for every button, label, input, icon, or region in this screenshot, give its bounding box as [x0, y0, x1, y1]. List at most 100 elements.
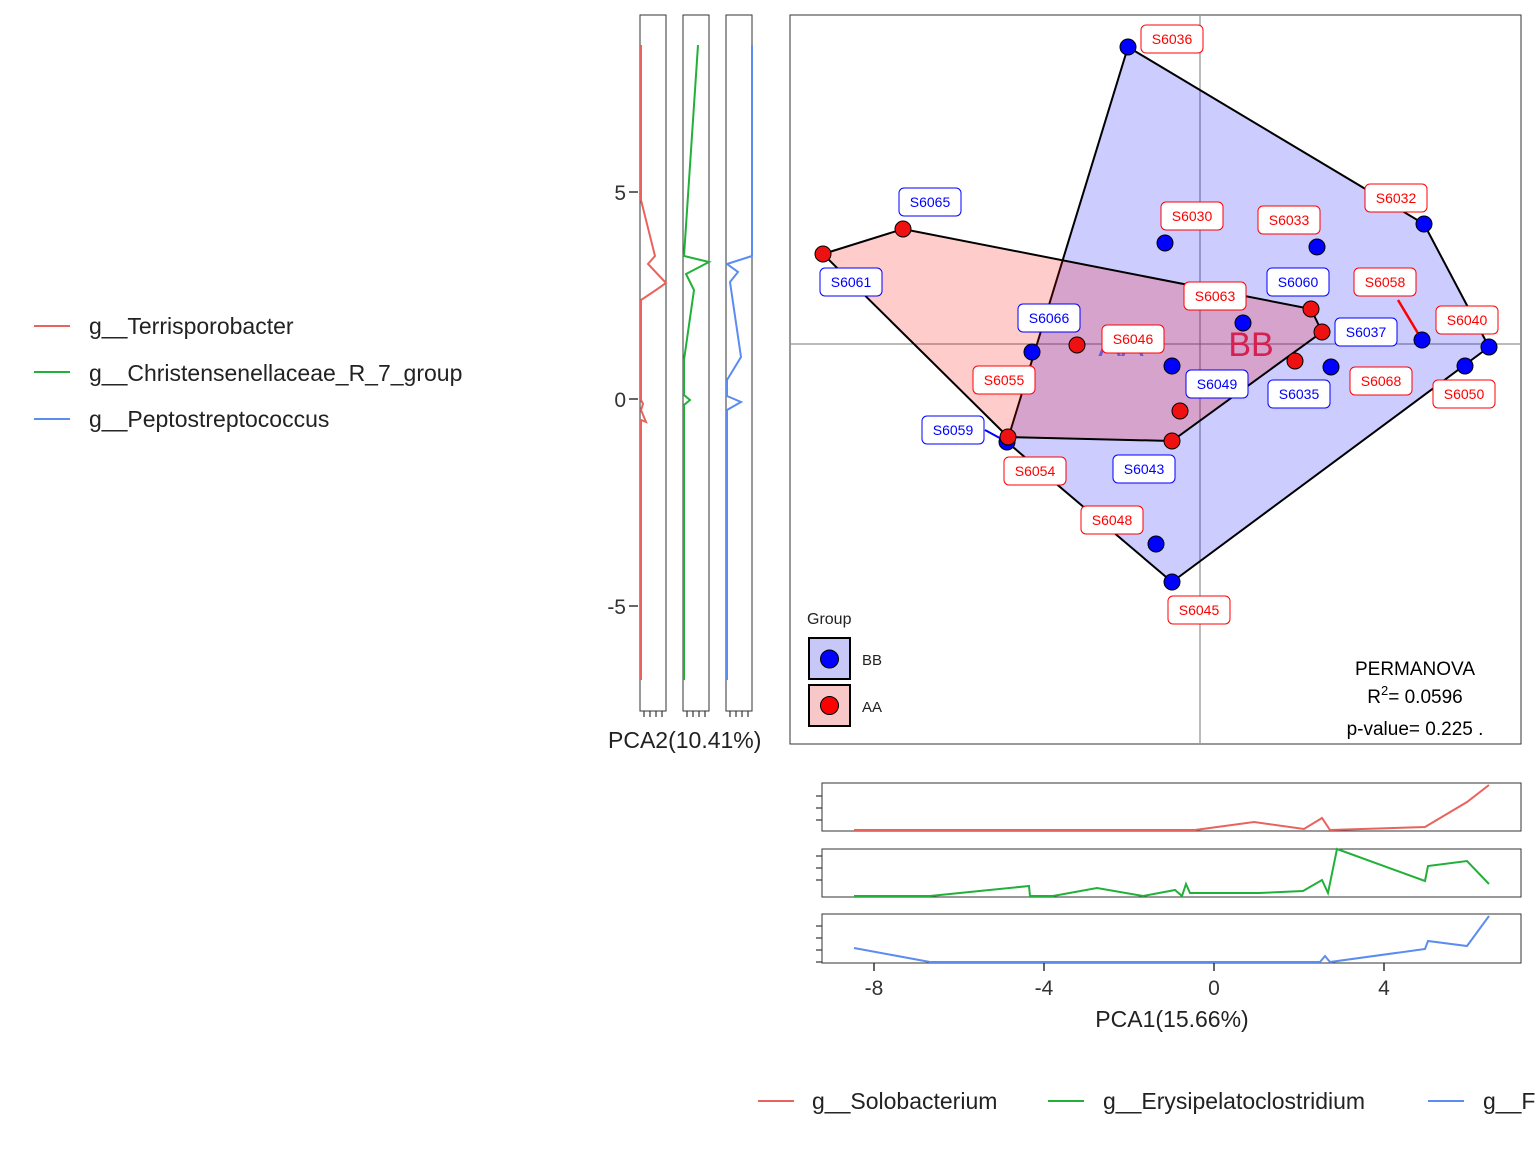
permanova-r2: R2= 0.0596 [1367, 683, 1462, 708]
point-aa-s6049 [1171, 402, 1189, 420]
point-bb-s6032 [1415, 215, 1433, 233]
svg-text:S6045: S6045 [1179, 602, 1220, 618]
point-bb-s6058 [1413, 331, 1431, 349]
label-s6043: S6043 [1112, 454, 1176, 484]
x-axis-ticks: -8 -4 0 4 [865, 963, 1390, 1000]
side-panel-peptostreptococcus [724, 14, 753, 717]
bottom-legend: g__Solobacterium g__Erysipelatoclostridi… [758, 1088, 1535, 1114]
bottom-legend-label-1: g__Solobacterium [812, 1088, 997, 1114]
label-s6055: S6055 [972, 365, 1036, 395]
label-s6050: S6050 [1432, 379, 1496, 409]
svg-text:S6068: S6068 [1361, 373, 1402, 389]
point-labels: S6036 S6065 S6030 S6033 S6032 S6061 S606… [819, 24, 1499, 625]
label-s6061: S6061 [819, 267, 883, 297]
point-bb-s6063 [1234, 314, 1252, 332]
permanova-pvalue: p-value= 0.225 . [1347, 719, 1484, 740]
svg-text:S6049: S6049 [1197, 376, 1238, 392]
point-bb-s6048 [1147, 535, 1165, 553]
y-axis-title: PCA2(10.41%) [608, 727, 761, 753]
point-bb-s6033 [1308, 238, 1326, 256]
x-tick-label-minus4: -4 [1035, 977, 1054, 1000]
label-s6049: S6049 [1185, 369, 1249, 399]
label-s6037: S6037 [1334, 317, 1398, 347]
label-s6036: S6036 [1140, 24, 1204, 54]
point-aa-s6065 [894, 220, 912, 238]
svg-text:S6035: S6035 [1279, 386, 1320, 402]
point-aa-s6061 [814, 245, 832, 263]
svg-text:S6048: S6048 [1092, 512, 1133, 528]
point-aa-s6063 [1302, 300, 1320, 318]
centroid-label-bb: BB [1228, 326, 1273, 364]
permanova-title: PERMANOVA [1355, 659, 1475, 680]
main-plot: AA BB [789, 14, 1522, 745]
ylabel-clip [768, 720, 790, 760]
bottom-legend-label-2: g__Erysipelatoclostridium [1103, 1088, 1365, 1114]
group-legend: Group BB AA [807, 611, 882, 727]
label-s6032: S6032 [1364, 183, 1428, 213]
side-panel-terrisporobacter [639, 14, 668, 717]
svg-text:S6043: S6043 [1124, 461, 1165, 477]
bottom-panel-solobacterium [816, 782, 1522, 832]
svg-text:S6059: S6059 [933, 422, 974, 438]
point-aa-s6048 [1286, 352, 1304, 370]
left-legend-label-2: g__Christensenellaceae_R_7_group [89, 360, 462, 386]
point-bb-s6030 [1156, 234, 1174, 252]
label-s6035: S6035 [1267, 379, 1331, 409]
y-tick-label-5: 5 [614, 182, 626, 205]
label-s6048: S6048 [1080, 505, 1144, 535]
svg-text:S6050: S6050 [1444, 386, 1485, 402]
svg-text:S6063: S6063 [1195, 288, 1236, 304]
label-s6030: S6030 [1160, 201, 1224, 231]
left-legend: g__Terrisporobacter g__Christensenellace… [34, 313, 462, 432]
label-s6059: S6059 [921, 415, 985, 445]
svg-text:S6055: S6055 [984, 372, 1025, 388]
svg-text:S6032: S6032 [1376, 190, 1417, 206]
side-panel-christensenellaceae [682, 14, 712, 717]
point-bb-s6066 [1023, 343, 1041, 361]
point-bb-s6040 [1480, 338, 1498, 356]
svg-text:S6040: S6040 [1447, 312, 1488, 328]
points-bb [998, 38, 1498, 591]
point-aa-s6046 [1068, 336, 1086, 354]
y-axis-ticks: 5 0 -5 [607, 182, 638, 619]
label-s6063: S6063 [1183, 281, 1247, 311]
left-legend-label-1: g__Terrisporobacter [89, 313, 294, 339]
bottom-panel-erysipelatoclostridium [816, 847, 1522, 898]
point-bb-s6045 [1163, 573, 1181, 591]
y-tick-label-0: 0 [614, 389, 626, 412]
label-s6060: S6060 [1266, 267, 1330, 297]
y-tick-label-minus5: -5 [607, 596, 626, 619]
points-aa [814, 220, 1331, 450]
svg-text:S6060: S6060 [1278, 274, 1319, 290]
x-tick-label-0: 0 [1208, 977, 1220, 1000]
point-aa-s6068 [1313, 323, 1331, 341]
svg-text:S6058: S6058 [1365, 274, 1406, 290]
label-s6054: S6054 [1003, 456, 1067, 486]
point-bb-s6036 [1119, 38, 1137, 56]
label-s6045: S6045 [1167, 595, 1231, 625]
label-s6068: S6068 [1349, 366, 1413, 396]
point-aa-s6054 [999, 428, 1017, 446]
svg-text:S6065: S6065 [910, 194, 951, 210]
group-legend-label-aa: AA [862, 699, 882, 716]
label-s6040: S6040 [1435, 305, 1499, 335]
svg-text:S6030: S6030 [1172, 208, 1213, 224]
svg-text:S6054: S6054 [1015, 463, 1056, 479]
label-s6046: S6046 [1101, 324, 1165, 354]
x-axis-title: PCA1(15.66%) [1095, 1006, 1248, 1032]
point-bb-s6050 [1456, 357, 1474, 375]
svg-text:S6066: S6066 [1029, 310, 1070, 326]
svg-text:S6046: S6046 [1113, 331, 1154, 347]
x-tick-label-4: 4 [1378, 977, 1390, 1000]
label-s6058: S6058 [1353, 267, 1417, 297]
point-bb-s6037 [1322, 358, 1340, 376]
point-bb-s6049 [1163, 357, 1181, 375]
group-legend-label-bb: BB [862, 652, 882, 669]
group-legend-title: Group [807, 611, 852, 628]
label-s6065: S6065 [898, 187, 962, 217]
point-aa-s6043 [1163, 432, 1181, 450]
svg-text:S6037: S6037 [1346, 324, 1387, 340]
svg-text:S6036: S6036 [1152, 31, 1193, 47]
svg-text:S6061: S6061 [831, 274, 872, 290]
